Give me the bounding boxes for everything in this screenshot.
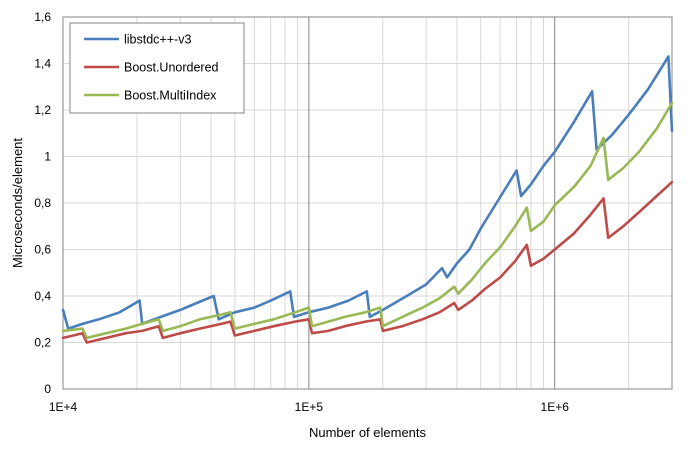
y-tick-label: 0,8 bbox=[34, 196, 51, 210]
legend: libstdc++-v3 Boost.Unordered Boost.MultiIn… bbox=[69, 22, 245, 114]
x-tick-label: 1E+4 bbox=[49, 400, 78, 414]
x-axis-title: Number of elements bbox=[309, 425, 427, 440]
legend-label: Boost.MultiIndex bbox=[124, 89, 217, 103]
legend-label: Boost.Unordered bbox=[124, 61, 219, 75]
y-tick-label: 1 bbox=[44, 150, 51, 164]
x-axis-ticks: 1E+4 1E+5 1E+6 bbox=[49, 400, 569, 414]
x-tick-label: 1E+5 bbox=[295, 400, 324, 414]
series-layer bbox=[61, 55, 674, 344]
x-tick-label: 1E+6 bbox=[541, 400, 570, 414]
legend-label: libstdc++-v3 bbox=[124, 33, 191, 47]
y-tick-label: 0,4 bbox=[34, 289, 51, 303]
y-axis-ticks: 0 0,2 0,4 0,6 0,8 1 1,2 1,4 1,6 bbox=[34, 10, 51, 396]
y-tick-label: 0 bbox=[44, 382, 51, 396]
y-tick-label: 1,6 bbox=[34, 10, 51, 24]
series-line-1 bbox=[61, 180, 674, 344]
y-tick-label: 0,2 bbox=[34, 336, 51, 350]
plot-area-frame bbox=[62, 16, 673, 390]
y-tick-label: 1,4 bbox=[34, 57, 51, 71]
series-line-2 bbox=[61, 101, 674, 340]
y-tick-label: 0,6 bbox=[34, 243, 51, 257]
y-tick-label: 1,2 bbox=[34, 103, 51, 117]
y-axis-title: Microseconds/element bbox=[10, 138, 25, 268]
series-line-0 bbox=[61, 55, 674, 330]
legend-items: libstdc++-v3 Boost.Unordered Boost.MultiIn… bbox=[84, 33, 219, 103]
